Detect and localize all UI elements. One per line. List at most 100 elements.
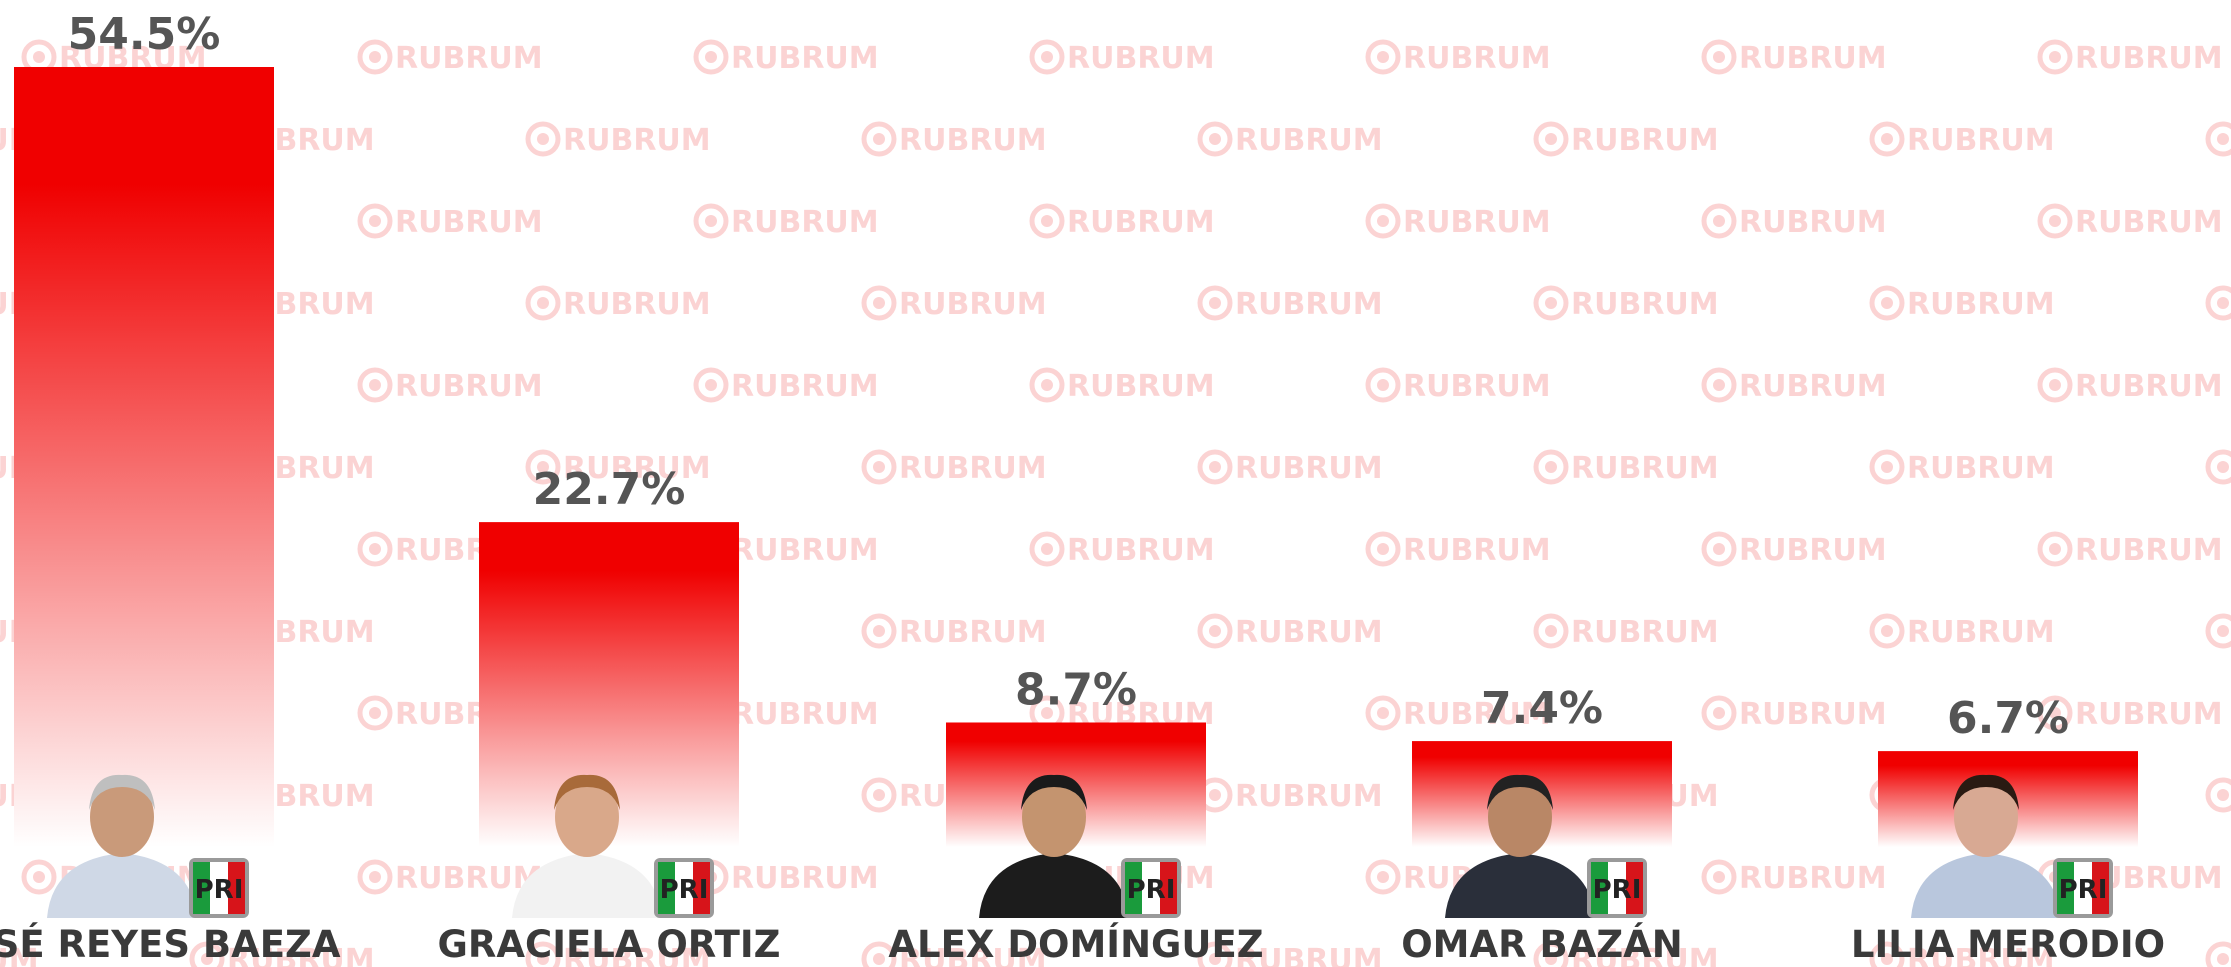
watermark-icon bbox=[861, 449, 897, 485]
watermark: RUBRUM bbox=[1365, 367, 1551, 404]
watermark-text: RUBRUM bbox=[899, 287, 1047, 322]
watermark-icon bbox=[1029, 531, 1065, 567]
watermark-icon-dot bbox=[2217, 953, 2229, 965]
watermark-text: RUBRUM bbox=[1235, 123, 1383, 158]
watermark-icon bbox=[357, 367, 393, 403]
logo-white bbox=[2074, 862, 2092, 914]
watermark-icon bbox=[2037, 367, 2073, 403]
watermark-icon-dot bbox=[1545, 953, 1557, 965]
watermark-icon bbox=[525, 121, 561, 157]
value-label: 6.7% bbox=[1947, 693, 2069, 744]
watermark-text: RUBRUM bbox=[563, 943, 711, 967]
watermark: RUBRUM bbox=[861, 449, 1047, 486]
watermark-icon-dot bbox=[1377, 379, 1389, 391]
watermark-text: RUBRUM bbox=[1235, 451, 1383, 486]
watermark-icon-dot bbox=[369, 379, 381, 391]
watermark: RUBRUM bbox=[1869, 613, 2055, 650]
watermark: RUBRUM bbox=[2205, 941, 2231, 967]
watermark: RUBRUM bbox=[525, 285, 711, 322]
watermark-text: RUBRUM bbox=[1235, 287, 1383, 322]
watermark-icon bbox=[1533, 121, 1569, 157]
watermark-text: RUBRUM bbox=[2075, 369, 2223, 404]
watermark-text: RUBRUM bbox=[731, 205, 879, 240]
watermark: RUBRUM bbox=[2205, 613, 2231, 649]
logo-green bbox=[1591, 862, 1608, 914]
watermark-icon bbox=[1197, 449, 1233, 485]
watermark-text: RUBRUM bbox=[899, 615, 1047, 650]
watermark: RUBRUM bbox=[1869, 121, 2055, 158]
watermark-text: RUBRUM bbox=[563, 123, 711, 158]
watermark-text: RUBRUM bbox=[731, 41, 879, 76]
photo-hair bbox=[554, 774, 620, 810]
photo-body bbox=[1445, 853, 1595, 918]
watermark-text: RUBRUM bbox=[395, 41, 543, 76]
watermark-icon-dot bbox=[537, 133, 549, 145]
photo-head bbox=[1022, 777, 1086, 857]
watermark-text: RUBRUM bbox=[0, 943, 39, 967]
watermark-icon bbox=[1533, 449, 1569, 485]
watermark-icon bbox=[1701, 203, 1737, 239]
watermark-icon bbox=[1533, 285, 1569, 321]
watermark-icon bbox=[861, 121, 897, 157]
photo-hair bbox=[89, 774, 155, 810]
watermark: RUBRUM bbox=[2037, 695, 2223, 732]
photo-hair bbox=[1953, 774, 2019, 810]
watermark-icon-dot bbox=[1881, 133, 1893, 145]
candidate-name: GRACIELA ORTIZ bbox=[438, 923, 781, 966]
candidate-photo bbox=[1911, 774, 2061, 918]
watermark-icon-dot bbox=[33, 51, 45, 63]
logo-red bbox=[2092, 862, 2109, 914]
party-logo: PRI bbox=[2053, 858, 2113, 918]
watermark-icon bbox=[357, 203, 393, 239]
watermark-icon bbox=[693, 203, 729, 239]
watermark: RUBRUM bbox=[1533, 613, 1719, 650]
watermark-icon-dot bbox=[1713, 871, 1725, 883]
watermark-icon bbox=[357, 531, 393, 567]
watermark-icon-dot bbox=[873, 789, 885, 801]
watermark-icon-dot bbox=[1209, 625, 1221, 637]
watermark: RUBRUM bbox=[1701, 203, 1887, 240]
watermark: RUBRUM bbox=[1701, 859, 1887, 896]
watermark-icon-dot bbox=[201, 953, 213, 965]
watermark-text: RUBRUM bbox=[1403, 533, 1551, 568]
watermark-icon-dot bbox=[1713, 51, 1725, 63]
watermark: RUBRUM bbox=[357, 859, 543, 896]
watermark-text: RUBRUM bbox=[1403, 205, 1551, 240]
watermark: RUBRUM bbox=[693, 367, 879, 404]
watermark: RUBRUM bbox=[357, 367, 543, 404]
watermark-icon-dot bbox=[33, 871, 45, 883]
watermark-icon-dot bbox=[1041, 707, 1053, 719]
watermark-icon-dot bbox=[873, 133, 885, 145]
watermark-icon bbox=[1365, 203, 1401, 239]
watermark-icon bbox=[1869, 941, 1905, 967]
watermark-icon bbox=[1197, 121, 1233, 157]
watermark-icon bbox=[2037, 695, 2073, 731]
watermark: RUBRUM bbox=[525, 121, 711, 158]
watermark-text: RUBRUM bbox=[1067, 41, 1215, 76]
candidate-photo bbox=[979, 774, 1129, 918]
watermark-text: RUBRUM bbox=[899, 123, 1047, 158]
watermark-text: RUBRUM bbox=[1571, 615, 1719, 650]
watermark-icon bbox=[1869, 285, 1905, 321]
watermark: RUBRUM bbox=[2205, 777, 2231, 813]
watermark-icon bbox=[1365, 367, 1401, 403]
watermark: RUBRUM bbox=[1701, 531, 1887, 568]
watermark-text: RUBRUM bbox=[1067, 205, 1215, 240]
watermark-icon bbox=[1869, 613, 1905, 649]
watermark: RUBRUM bbox=[861, 121, 1047, 158]
watermark-icon-dot bbox=[2217, 625, 2229, 637]
watermark-icon bbox=[1029, 39, 1065, 75]
watermark-icon bbox=[861, 285, 897, 321]
watermark-text: RUBRUM bbox=[563, 287, 711, 322]
watermark-icon bbox=[1365, 531, 1401, 567]
party-logo: PRI bbox=[1121, 858, 1181, 918]
watermark-icon-dot bbox=[873, 953, 885, 965]
watermark: RUBRUM bbox=[1533, 121, 1719, 158]
watermark: RUBRUM bbox=[1365, 203, 1551, 240]
watermark-icon-dot bbox=[1545, 625, 1557, 637]
watermark-icon-dot bbox=[1377, 51, 1389, 63]
watermark: RUBRUM bbox=[2037, 39, 2223, 76]
watermark: RUBRUM bbox=[0, 943, 39, 967]
watermark-icon-dot bbox=[2217, 461, 2229, 473]
watermark: RUBRUM bbox=[861, 285, 1047, 322]
